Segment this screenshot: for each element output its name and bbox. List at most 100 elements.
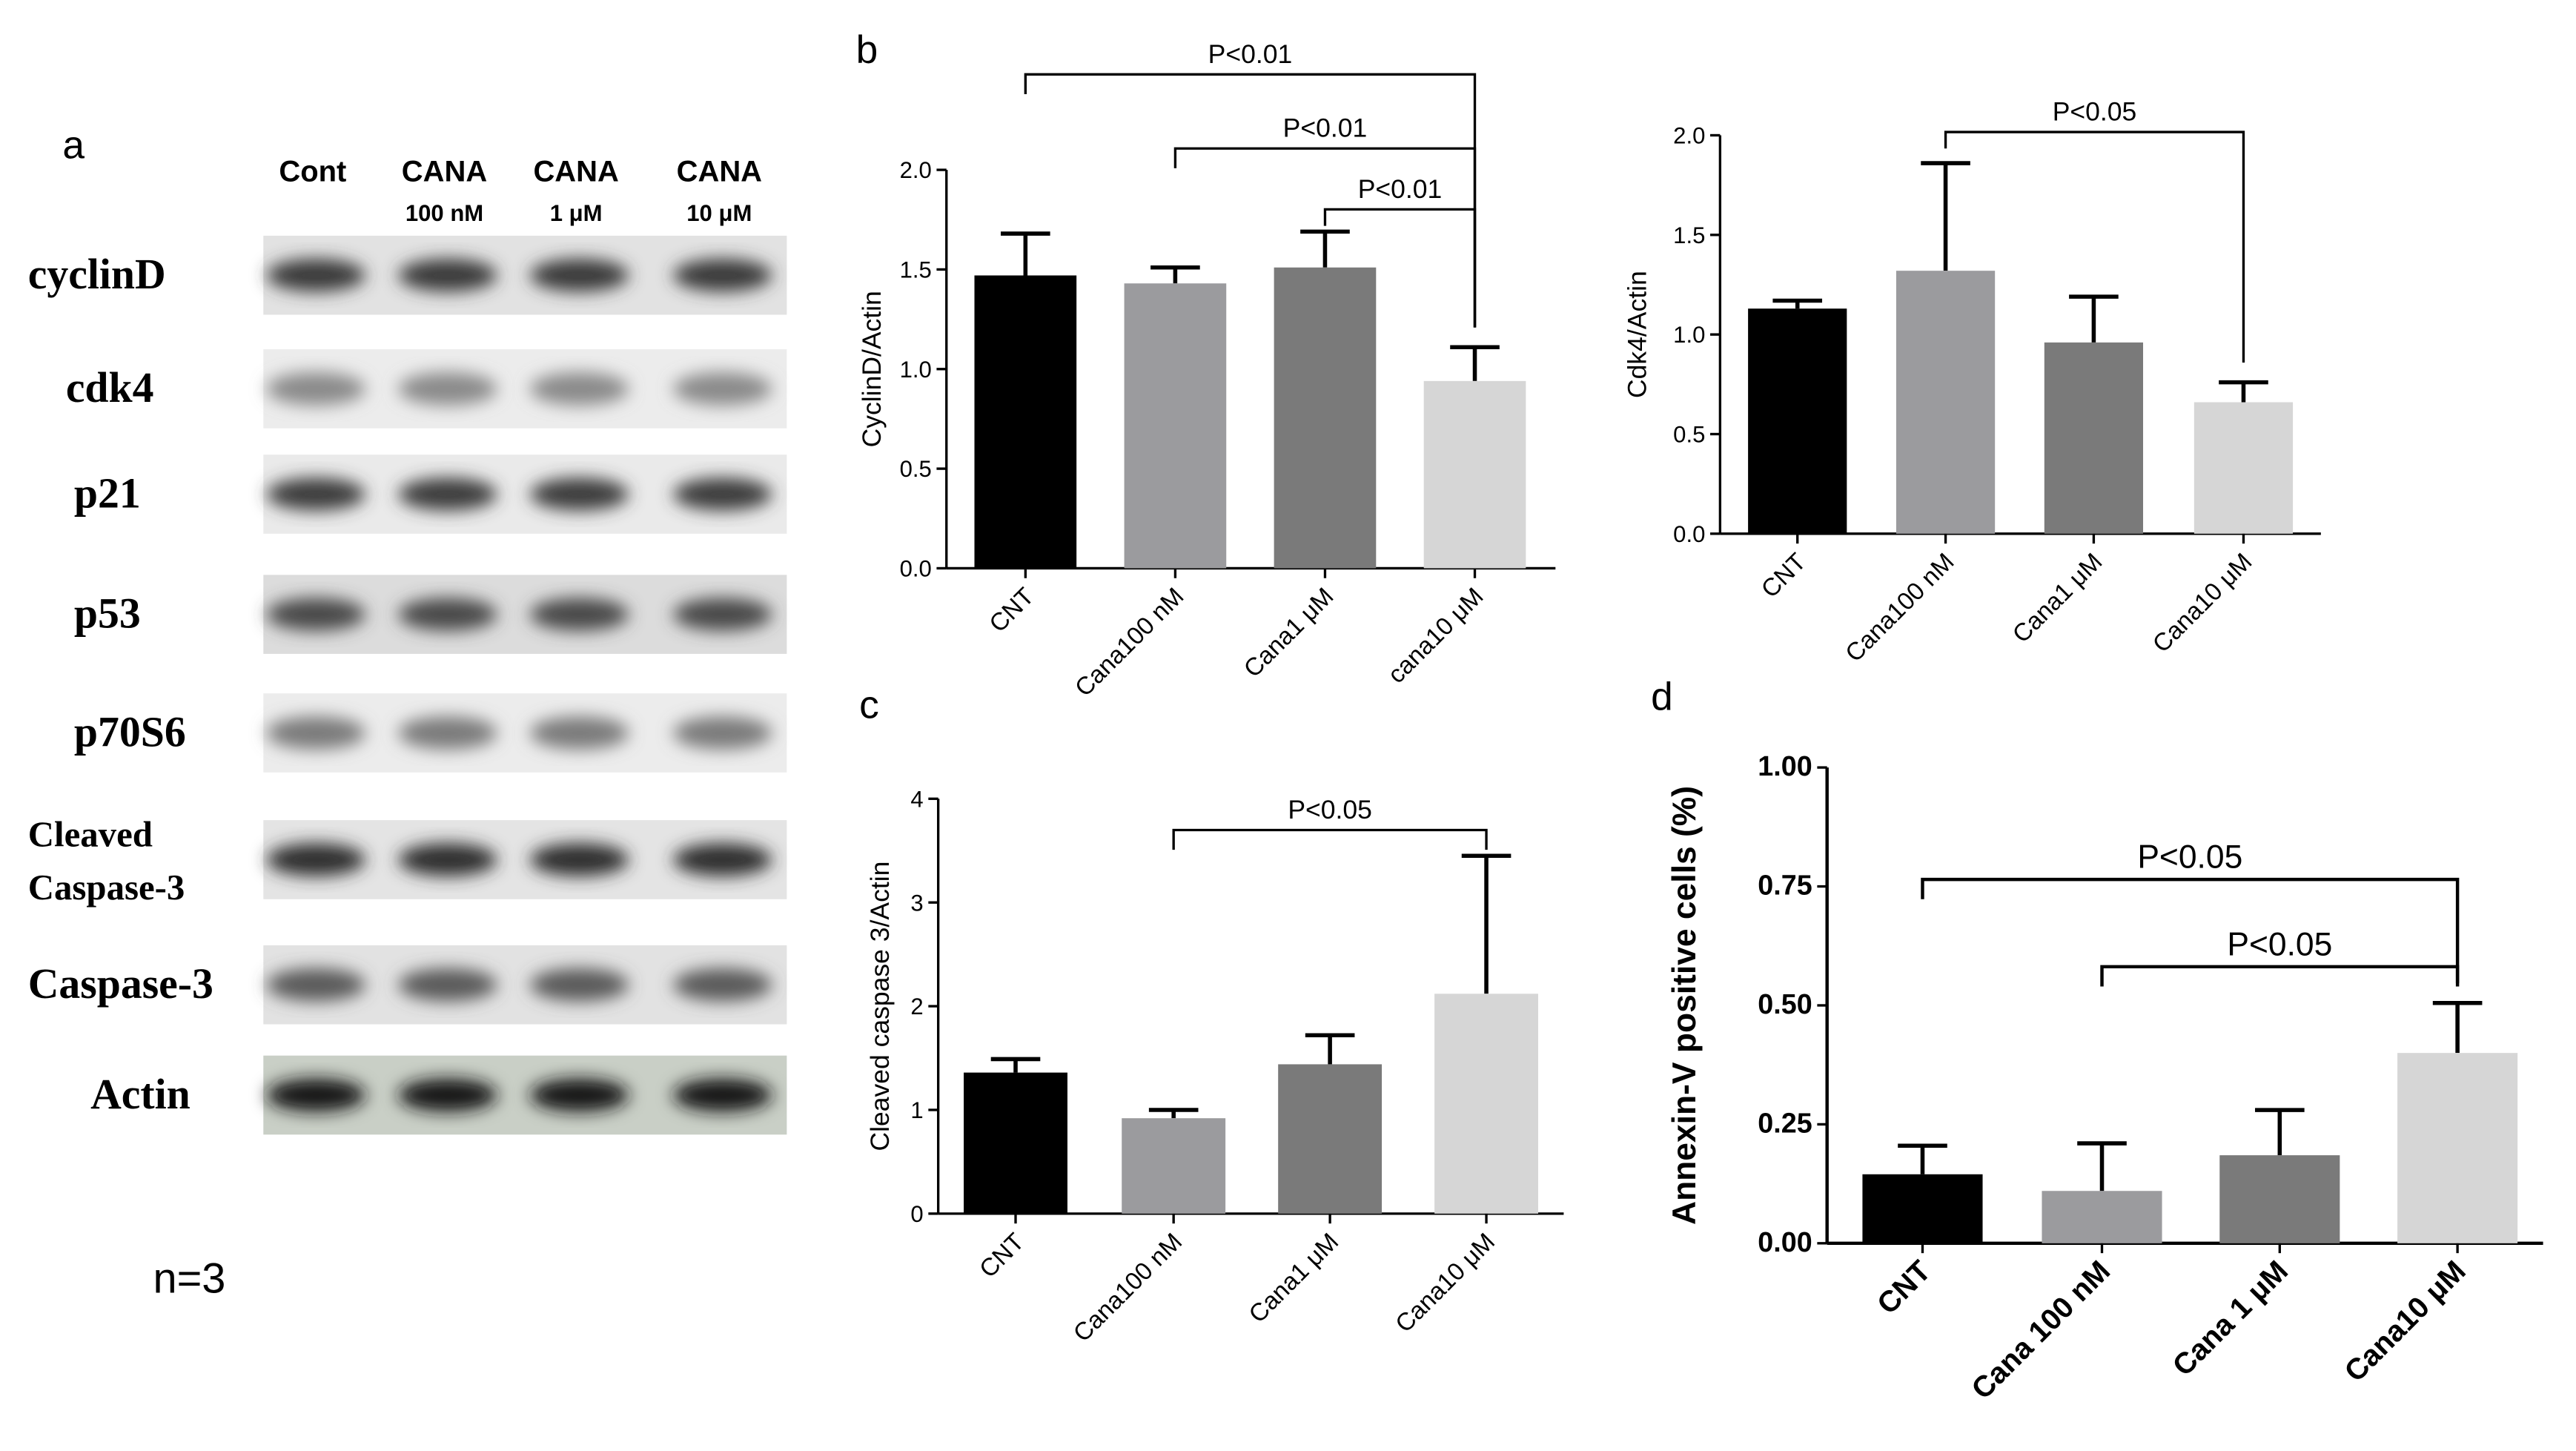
blot-band bbox=[529, 968, 629, 1002]
bar bbox=[1124, 283, 1227, 569]
significance-bracket bbox=[1323, 208, 1477, 328]
blot-band bbox=[529, 1078, 629, 1112]
lane-dose: 10 μM bbox=[686, 200, 752, 226]
protein-label: Caspase-3 bbox=[28, 961, 213, 1008]
protein-label: p21 bbox=[74, 470, 141, 517]
significance-bracket bbox=[1172, 828, 1488, 850]
y-tick-label: 1.0 bbox=[900, 357, 932, 383]
blot-band bbox=[529, 372, 629, 406]
y-tick-label: 1.5 bbox=[900, 257, 932, 283]
protein-label: cyclinD bbox=[28, 251, 166, 298]
blot-band bbox=[398, 716, 497, 750]
y-tick-label: 2.0 bbox=[1673, 123, 1705, 149]
bar bbox=[1423, 380, 1526, 569]
y-tick-label: 0 bbox=[910, 1201, 923, 1227]
blot-band bbox=[266, 372, 365, 406]
y-tick-label: 0.25 bbox=[1758, 1108, 1812, 1139]
y-axis-label: CyclinD/Actin bbox=[857, 291, 887, 447]
bar bbox=[1434, 994, 1539, 1214]
y-tick-label: 0.0 bbox=[900, 556, 932, 582]
significance-label: P<0.05 bbox=[2137, 839, 2242, 876]
y-tick-label: 0.5 bbox=[1673, 422, 1705, 448]
blot-band bbox=[398, 477, 497, 511]
significance-bracket bbox=[2100, 965, 2460, 987]
blot-band bbox=[673, 716, 772, 750]
panel-label: d bbox=[1651, 675, 1673, 718]
blot-band bbox=[673, 372, 772, 406]
blot-band bbox=[266, 716, 365, 750]
y-tick-label: 1.5 bbox=[1673, 222, 1705, 248]
blot-band bbox=[266, 843, 365, 876]
protein-label: cdk4 bbox=[66, 365, 154, 411]
blot-band bbox=[266, 259, 365, 292]
blot-band bbox=[398, 968, 497, 1002]
significance-label: P<0.05 bbox=[2053, 96, 2137, 126]
y-axis-label: Cleaved caspase 3/Actin bbox=[865, 862, 895, 1151]
bar bbox=[2042, 1191, 2162, 1243]
blot-band bbox=[398, 259, 497, 292]
blot-band bbox=[266, 477, 365, 511]
blot-band bbox=[529, 259, 629, 292]
blot-band bbox=[673, 843, 772, 876]
blot-band bbox=[266, 598, 365, 631]
y-tick-label: 0.0 bbox=[1673, 521, 1705, 547]
blot-band bbox=[673, 1078, 772, 1112]
sample-size-note: n=3 bbox=[153, 1255, 226, 1302]
protein-label: Cleaved bbox=[28, 814, 153, 855]
significance-label: P<0.01 bbox=[1208, 39, 1293, 69]
protein-label: Caspase-3 bbox=[28, 867, 185, 908]
panel-label: b bbox=[856, 28, 878, 72]
y-tick-label: 3 bbox=[910, 890, 923, 916]
blot-band bbox=[673, 477, 772, 511]
significance-label: P<0.05 bbox=[2227, 926, 2332, 962]
bar bbox=[1122, 1118, 1226, 1214]
blot-band bbox=[673, 968, 772, 1002]
y-tick-label: 0.5 bbox=[900, 456, 932, 482]
significance-label: P<0.05 bbox=[1288, 795, 1372, 824]
y-tick-label: 2.0 bbox=[900, 157, 932, 183]
y-tick-label: 2 bbox=[910, 994, 923, 1019]
y-tick-label: 1 bbox=[910, 1097, 923, 1123]
blot-band bbox=[398, 598, 497, 631]
bar bbox=[1278, 1064, 1383, 1214]
bar bbox=[2193, 402, 2294, 534]
protein-label: p70S6 bbox=[74, 709, 186, 756]
significance-label: P<0.01 bbox=[1283, 113, 1368, 143]
y-axis-label: Cdk4/Actin bbox=[1622, 271, 1652, 398]
blot-band bbox=[266, 1078, 365, 1112]
blot-band bbox=[529, 716, 629, 750]
y-tick-label: 0.50 bbox=[1758, 988, 1812, 1019]
y-tick-label: 0.00 bbox=[1758, 1226, 1812, 1257]
bar bbox=[2044, 342, 2144, 534]
bar bbox=[1274, 267, 1377, 569]
lane-name: Cont bbox=[279, 156, 346, 188]
bar bbox=[964, 1072, 1067, 1214]
blot-band bbox=[398, 372, 497, 406]
bar bbox=[1862, 1174, 1983, 1243]
lane-name: CANA bbox=[402, 156, 487, 188]
bar bbox=[2397, 1053, 2518, 1243]
significance-label: P<0.01 bbox=[1358, 174, 1443, 204]
lane-dose: 1 μM bbox=[550, 200, 603, 226]
bar bbox=[974, 275, 1077, 569]
protein-label: p53 bbox=[74, 590, 141, 637]
blot-band bbox=[673, 598, 772, 631]
blot-band bbox=[398, 843, 497, 876]
lane-dose: 100 nM bbox=[405, 200, 483, 226]
panel-label: c bbox=[859, 684, 879, 727]
blot-band bbox=[398, 1078, 497, 1112]
significance-bracket bbox=[1921, 877, 2460, 984]
y-axis-label: Annexin-V positive cells (%) bbox=[1666, 786, 1703, 1225]
bar bbox=[1748, 308, 1847, 534]
y-tick-label: 1.00 bbox=[1758, 750, 1812, 781]
y-tick-label: 0.75 bbox=[1758, 870, 1812, 901]
blot-band bbox=[529, 477, 629, 511]
protein-label: Actin bbox=[90, 1071, 191, 1118]
blot-band bbox=[266, 968, 365, 1002]
lane-name: CANA bbox=[677, 156, 762, 188]
significance-bracket bbox=[1944, 130, 2245, 363]
y-tick-label: 4 bbox=[910, 786, 923, 812]
lane-name: CANA bbox=[533, 156, 618, 188]
